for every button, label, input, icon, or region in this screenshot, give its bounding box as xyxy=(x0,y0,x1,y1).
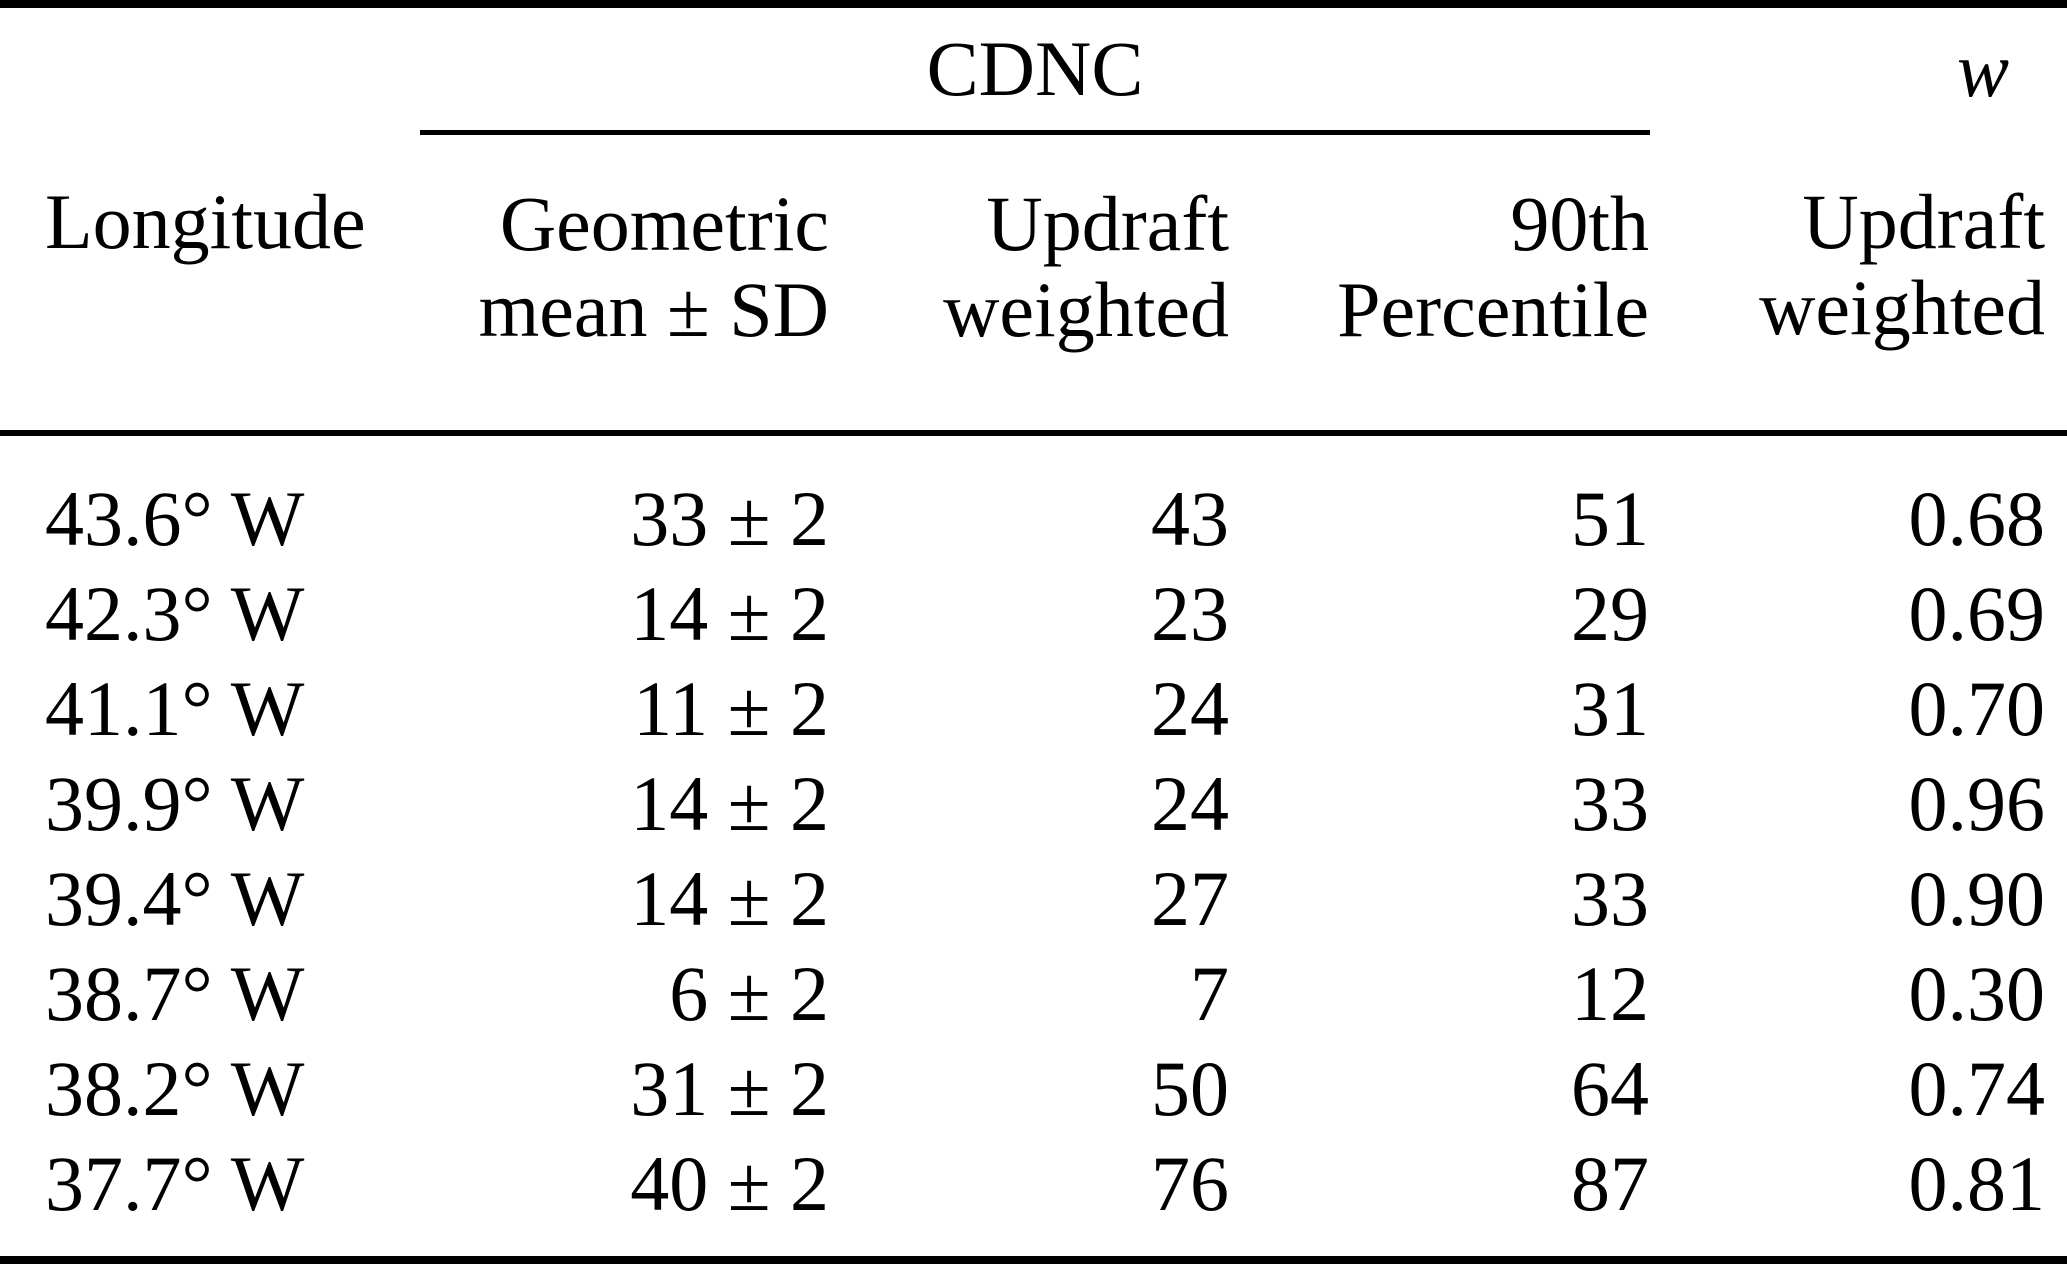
updraft-weighted-w-header-line1: Updraft xyxy=(1802,177,2045,265)
updraft-weighted-cdnc-cell: 50 xyxy=(1151,1044,1229,1132)
geometric-mean-cell: 31 ± 2 xyxy=(630,1044,829,1132)
updraft-weighted-w-cell: 0.81 xyxy=(1650,1136,2067,1264)
geometric-mean-cell: 14 ± 2 xyxy=(630,759,829,847)
percentile-90-cell: 33 xyxy=(1571,759,1649,847)
percentile-90-header-line2: Percentile xyxy=(1337,266,1649,353)
percentile-90-cell: 33 xyxy=(1571,854,1649,942)
percentile-90-header-line1: 90th xyxy=(1510,180,1649,267)
longitude-cell: 37.7° W xyxy=(0,1136,420,1264)
table-row: 38.7° W 6 ± 2 7 12 0.30 xyxy=(0,946,2067,1041)
geometric-mean-cell: 11 ± 2 xyxy=(633,664,829,752)
geometric-mean-header-line2: mean ± SD xyxy=(478,266,829,353)
updraft-weighted-cdnc-cell: 27 xyxy=(1151,854,1229,942)
updraft-weighted-cdnc-column-header: Updraft weighted xyxy=(830,132,1230,436)
updraft-weighted-w-cell: 0.68 xyxy=(1908,474,2046,562)
table-row: 39.4° W 14 ± 2 27 33 0.90 xyxy=(0,851,2067,946)
updraft-weighted-cdnc-cell: 23 xyxy=(1151,569,1229,657)
w-group-header: w xyxy=(1650,0,2067,133)
table-row: 41.1° W 11 ± 2 24 31 0.70 xyxy=(0,661,2067,756)
updraft-weighted-w-cell: 0.90 xyxy=(1908,854,2046,942)
geometric-mean-cell: 33 ± 2 xyxy=(630,474,829,562)
percentile-90-cell: 87 xyxy=(1230,1136,1650,1264)
updraft-weighted-w-header-line2: weighted xyxy=(1759,263,2045,351)
updraft-weighted-w-cell: 0.69 xyxy=(1908,569,2046,657)
longitude-cell: 41.1° W xyxy=(45,664,305,752)
geometric-mean-cell: 40 ± 2 xyxy=(420,1136,830,1264)
group-header-spacer xyxy=(0,0,420,133)
updraft-weighted-cdnc-cell: 24 xyxy=(1151,664,1229,752)
percentile-90-cell: 51 xyxy=(1571,474,1649,562)
updraft-weighted-cdnc-header-line1: Updraft xyxy=(986,180,1229,267)
updraft-weighted-w-cell: 0.74 xyxy=(1908,1044,2046,1132)
table-body: 43.6° W 33 ± 2 43 51 0.68 42.3° W 14 ± 2… xyxy=(0,433,2067,1264)
cdnc-group-header: CDNC xyxy=(420,0,1650,135)
updraft-weighted-w-cell: 0.96 xyxy=(1908,759,2046,847)
percentile-90-cell: 31 xyxy=(1571,664,1649,752)
updraft-weighted-cdnc-cell: 43 xyxy=(1151,474,1229,562)
geometric-mean-header-line1: Geometric xyxy=(499,180,829,267)
updraft-weighted-w-cell: 0.70 xyxy=(1908,664,2046,752)
table-row: 38.2° W 31 ± 2 50 64 0.74 xyxy=(0,1041,2067,1136)
percentile-90-cell: 64 xyxy=(1571,1044,1649,1132)
geometric-mean-cell: 14 ± 2 xyxy=(630,569,829,657)
geometric-mean-cell: 14 ± 2 xyxy=(630,854,829,942)
longitude-cell: 43.6° W xyxy=(45,474,305,562)
table-row: 37.7° W 40 ± 2 76 87 0.81 xyxy=(0,1136,2067,1264)
longitude-cell: 38.2° W xyxy=(45,1044,305,1132)
longitude-cell: 39.4° W xyxy=(45,854,305,942)
geometric-mean-column-header: Geometric mean ± SD xyxy=(420,132,830,436)
percentile-90-cell: 12 xyxy=(1571,949,1649,1037)
updraft-weighted-cdnc-cell: 24 xyxy=(1151,759,1229,847)
longitude-cell: 42.3° W xyxy=(45,569,305,657)
longitude-cell: 38.7° W xyxy=(45,949,305,1037)
longitude-cell: 39.9° W xyxy=(45,759,305,847)
longitude-column-header: Longitude xyxy=(0,132,420,436)
updraft-weighted-cdnc-cell: 76 xyxy=(830,1136,1230,1264)
geometric-mean-cell: 6 ± 2 xyxy=(669,949,829,1037)
updraft-weighted-cdnc-header-line2: weighted xyxy=(943,266,1229,353)
table-row: 43.6° W 33 ± 2 43 51 0.68 xyxy=(0,433,2067,566)
updraft-weighted-w-cell: 0.30 xyxy=(1908,949,2046,1037)
percentile-90-cell: 29 xyxy=(1571,569,1649,657)
updraft-weighted-cdnc-cell: 7 xyxy=(1190,949,1229,1037)
percentile-90-column-header: 90th Percentile xyxy=(1230,132,1650,436)
table-row: 39.9° W 14 ± 2 24 33 0.96 xyxy=(0,756,2067,851)
column-header-row: Longitude Geometric mean ± SD Updraft we… xyxy=(0,132,2067,436)
table-header: CDNC w Longitude Geometric mean ± SD Upd… xyxy=(0,0,2067,436)
group-header-row: CDNC w xyxy=(0,0,2067,135)
updraft-weighted-w-column-header: Updraft weighted xyxy=(1650,132,2067,436)
table-row: 42.3° W 14 ± 2 23 29 0.69 xyxy=(0,566,2067,661)
